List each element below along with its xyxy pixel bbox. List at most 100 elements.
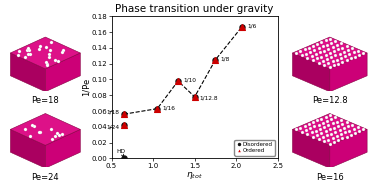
Point — [325, 47, 332, 50]
Point — [314, 119, 320, 122]
Point — [339, 60, 345, 63]
Point — [318, 41, 324, 44]
Point — [321, 49, 327, 52]
Point — [317, 51, 323, 54]
Point — [303, 128, 309, 131]
Point — [311, 49, 318, 52]
Point — [311, 125, 318, 128]
Text: Pe=18: Pe=18 — [31, 96, 59, 105]
Point — [322, 53, 328, 56]
Point — [44, 62, 50, 65]
Polygon shape — [330, 129, 367, 168]
Point — [306, 46, 312, 49]
Polygon shape — [45, 53, 80, 92]
Text: 1/24: 1/24 — [107, 124, 120, 129]
Point — [330, 122, 336, 125]
Point — [336, 52, 342, 55]
Point — [321, 140, 327, 143]
Point — [48, 41, 54, 43]
Point — [293, 128, 299, 131]
Text: 1/8: 1/8 — [220, 56, 230, 62]
Point — [239, 25, 245, 28]
Point — [24, 49, 30, 52]
Point — [322, 130, 328, 133]
Point — [316, 47, 322, 50]
Point — [327, 66, 333, 69]
Polygon shape — [293, 37, 367, 69]
Point — [331, 50, 337, 53]
Point — [121, 113, 127, 116]
Polygon shape — [293, 53, 330, 92]
Point — [332, 130, 338, 133]
Point — [121, 124, 127, 127]
Point — [304, 56, 310, 59]
Point — [344, 44, 350, 47]
Point — [327, 52, 333, 54]
Point — [348, 133, 354, 136]
Point — [304, 133, 310, 136]
Point — [22, 127, 28, 130]
Text: 1/12.8: 1/12.8 — [200, 95, 218, 100]
Point — [56, 133, 62, 136]
Point — [310, 135, 316, 138]
Point — [43, 46, 49, 49]
Point — [349, 47, 355, 50]
Point — [27, 134, 33, 137]
Point — [330, 60, 336, 63]
Point — [360, 128, 366, 131]
Point — [349, 123, 355, 126]
Polygon shape — [11, 37, 80, 69]
Point — [43, 61, 49, 64]
Point — [346, 129, 352, 132]
Point — [341, 50, 347, 53]
Point — [335, 48, 341, 51]
Text: 1/6: 1/6 — [247, 23, 256, 28]
Point — [36, 47, 42, 50]
Point — [344, 135, 350, 138]
Point — [299, 130, 305, 133]
Point — [338, 56, 344, 59]
Point — [59, 132, 65, 135]
Point — [328, 132, 334, 135]
Point — [325, 138, 332, 141]
Point — [48, 127, 54, 130]
Point — [332, 54, 338, 57]
Point — [37, 130, 43, 133]
Point — [346, 53, 352, 56]
Point — [31, 125, 37, 128]
Point — [339, 123, 345, 126]
Point — [192, 95, 198, 98]
Point — [27, 53, 33, 56]
Point — [293, 52, 299, 54]
Point — [36, 131, 42, 134]
Point — [320, 136, 326, 139]
Point — [29, 124, 35, 127]
Point — [355, 49, 361, 52]
Point — [338, 133, 344, 136]
Point — [306, 123, 312, 126]
Y-axis label: 1/Pe: 1/Pe — [81, 78, 90, 96]
Point — [212, 58, 218, 61]
Point — [26, 48, 32, 51]
Point — [331, 141, 337, 143]
Text: Pe=16: Pe=16 — [316, 173, 344, 182]
Point — [345, 125, 351, 128]
Text: 1/18: 1/18 — [107, 109, 120, 114]
Point — [49, 138, 55, 141]
Point — [335, 62, 341, 65]
Polygon shape — [11, 53, 45, 92]
Point — [325, 62, 332, 65]
Point — [303, 52, 309, 55]
Point — [313, 53, 319, 56]
Point — [334, 134, 340, 137]
Polygon shape — [330, 53, 367, 92]
Point — [321, 64, 327, 66]
Point — [52, 59, 58, 62]
Point — [334, 44, 340, 47]
Text: 1/16: 1/16 — [162, 105, 175, 110]
Point — [344, 59, 350, 62]
Point — [324, 120, 330, 122]
Point — [334, 58, 340, 61]
Point — [308, 131, 314, 134]
Point — [121, 113, 127, 116]
